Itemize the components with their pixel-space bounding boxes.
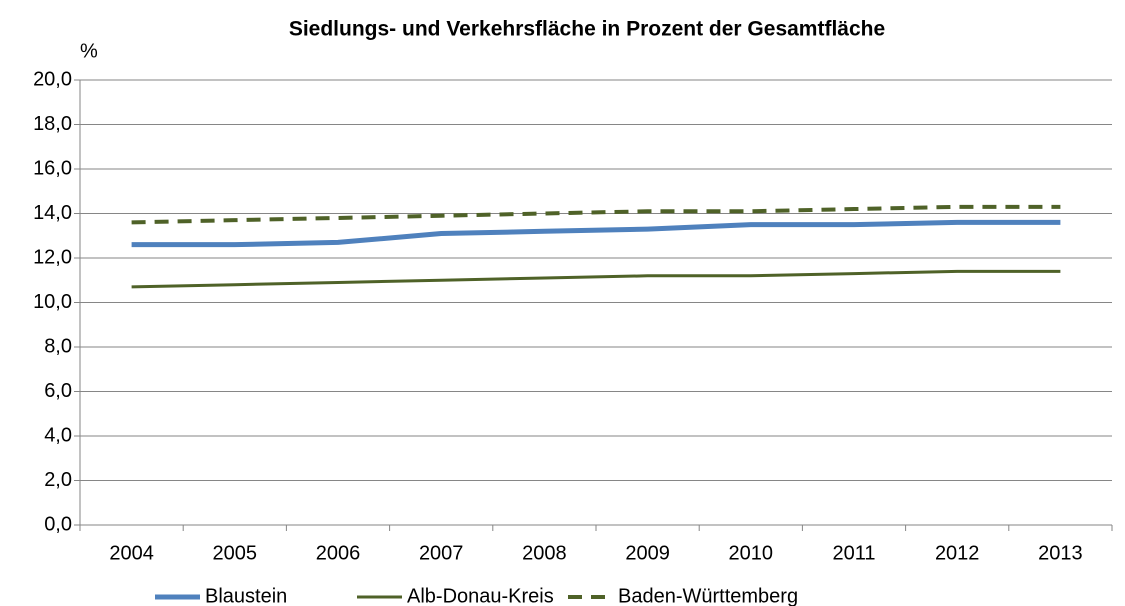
- x-tick-label: 2005: [213, 542, 258, 564]
- legend-label: Alb-Donau-Kreis: [407, 585, 554, 606]
- y-tick-label: 6,0: [44, 380, 72, 402]
- x-tick-label: 2007: [419, 542, 464, 564]
- y-tick-label: 4,0: [44, 424, 72, 446]
- y-tick-label: 0,0: [44, 513, 72, 535]
- x-tick-label: 2013: [1038, 542, 1083, 564]
- x-tick-label: 2009: [625, 542, 670, 564]
- series-line: [131, 204, 1061, 225]
- y-tick-label: 2,0: [44, 469, 72, 491]
- y-axis-label: %: [80, 40, 98, 62]
- y-tick-label: 16,0: [33, 157, 72, 179]
- y-tick-label: 8,0: [44, 335, 72, 357]
- legend-label: Baden-Württemberg: [618, 585, 798, 606]
- y-tick-label: 14,0: [33, 202, 72, 224]
- x-tick-label: 2008: [522, 542, 567, 564]
- x-tick-label: 2010: [729, 542, 774, 564]
- y-tick-label: 10,0: [33, 291, 72, 313]
- y-tick-label: 20,0: [33, 68, 72, 90]
- x-tick-label: 2012: [935, 542, 980, 564]
- y-tick-label: 12,0: [33, 246, 72, 268]
- x-tick-label: 2011: [832, 542, 875, 564]
- legend-label: Blaustein: [205, 585, 287, 606]
- x-tick-label: 2006: [316, 542, 361, 564]
- series-line: [131, 219, 1061, 248]
- y-tick-label: 18,0: [33, 113, 72, 135]
- x-tick-label: 2004: [109, 542, 154, 564]
- chart-title: Siedlungs- und Verkehrsfläche in Prozent…: [289, 18, 885, 41]
- series-line: [131, 269, 1061, 289]
